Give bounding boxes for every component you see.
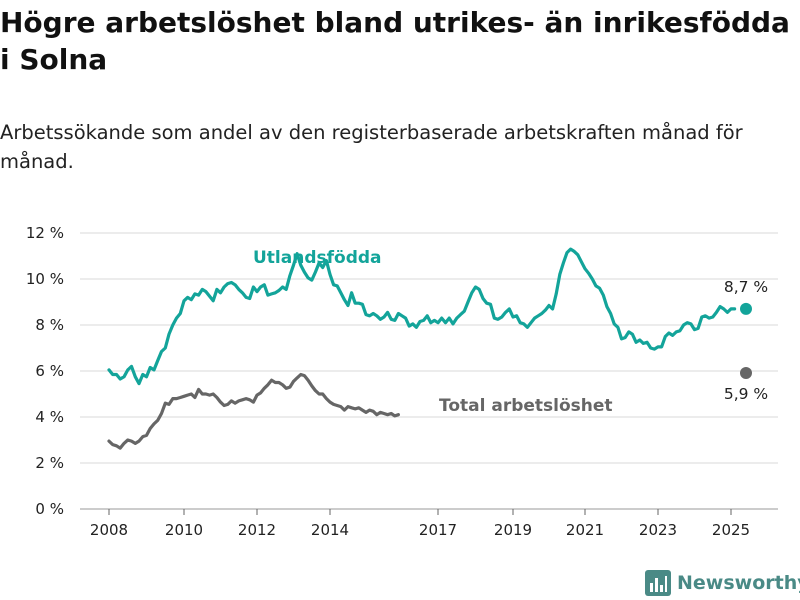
newsworthy-logo: Newsworthy xyxy=(645,568,800,598)
x-tick-label: 2021 xyxy=(566,521,604,539)
utlandsfodda-end-marker xyxy=(740,302,752,315)
newsworthy-logo-text: Newsworthy xyxy=(677,572,800,594)
total-arbetsloshet-end-value: 5,9 % xyxy=(724,385,768,403)
x-tick-label: 2010 xyxy=(165,521,203,539)
total-arbetsloshet-line xyxy=(107,372,400,450)
x-tick-label: 2014 xyxy=(311,521,349,539)
newsworthy-logo-icon xyxy=(645,570,671,596)
total-arbetsloshet-end-marker xyxy=(740,367,752,379)
y-gridlines xyxy=(80,232,778,510)
x-axis: 2008 2010 2012 2014 2017 2019 2021 2023 2025 xyxy=(90,509,750,539)
chart-title: Högre arbetslöshet bland utrikes- än inr… xyxy=(0,6,790,76)
x-tick-label: 2025 xyxy=(712,521,750,539)
y-tick-label: 10 % xyxy=(26,270,64,288)
x-tick-label: 2023 xyxy=(639,521,677,539)
x-tick-label: 2019 xyxy=(494,521,532,539)
utlandsfodda-end-value: 8,7 % xyxy=(724,278,768,296)
y-tick-label: 4 % xyxy=(35,408,64,426)
y-tick-label: 0 % xyxy=(35,500,64,518)
total-arbetsloshet-label: Total arbetslöshet xyxy=(439,396,613,416)
chart-subtitle: Arbetssökande som andel av den registerb… xyxy=(0,121,743,173)
series-labels: Utlandsfödda Total arbetslöshet 8,7 % 5,9 % xyxy=(253,248,768,419)
y-tick-label: 6 % xyxy=(35,362,64,380)
x-tick-label: 2012 xyxy=(238,521,276,539)
utlandsfodda-label: Utlandsfödda xyxy=(253,248,382,268)
y-tick-label: 8 % xyxy=(35,316,64,334)
x-tick-label: 2008 xyxy=(90,521,128,539)
y-tick-label: 2 % xyxy=(35,454,64,472)
y-axis: 0 % 2 % 4 % 6 % 8 % 10 % 12 % xyxy=(26,224,64,518)
utlandsfodda-line xyxy=(107,247,737,386)
y-tick-label: 12 % xyxy=(26,224,64,242)
x-tick-label: 2017 xyxy=(419,521,457,539)
series-lines xyxy=(107,247,752,450)
